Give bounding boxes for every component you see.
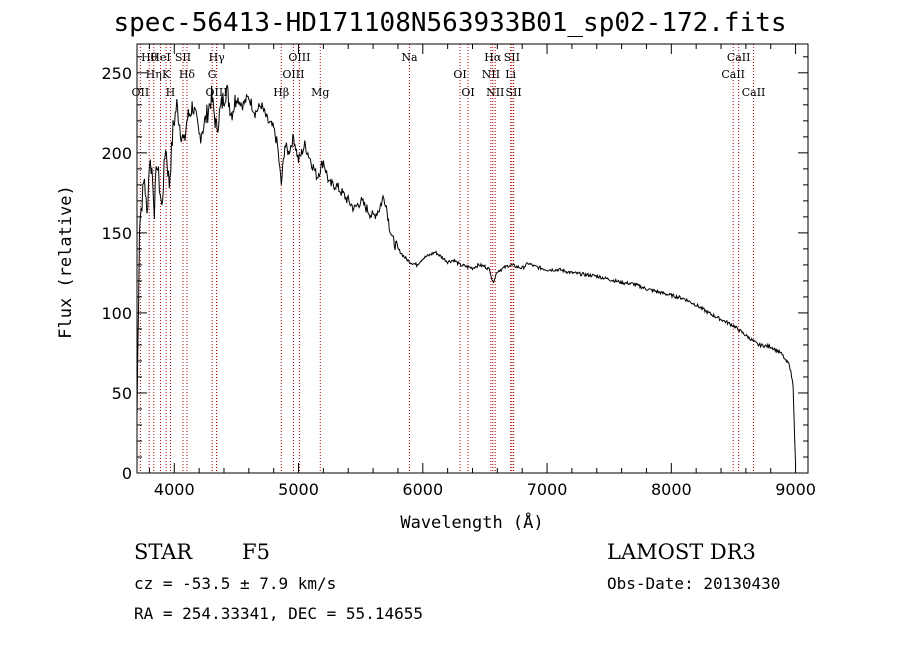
line-marker-label: K	[162, 68, 171, 81]
redshift-text: cz = -53.5 ± 7.9 km/s	[134, 574, 337, 593]
y-axis: 0 50 100 150 200 250	[101, 56, 808, 483]
x-tick-label: 5000	[278, 480, 319, 499]
spectrum-line	[136, 84, 797, 466]
x-axis-label: Wavelength (Å)	[400, 511, 543, 533]
y-tick-label: 50	[112, 384, 132, 403]
line-marker-label: G	[208, 68, 217, 81]
y-tick-label: 0	[122, 464, 132, 483]
line-marker-label: OI	[461, 86, 474, 99]
object-subclass: F5	[242, 540, 270, 564]
y-axis-label: Flux (relative)	[56, 185, 76, 339]
line-marker-label: OIII	[288, 51, 310, 64]
x-tick-label: 9000	[775, 480, 816, 499]
line-marker-label: CaII	[742, 86, 766, 99]
line-marker-label: Hγ	[209, 51, 226, 64]
line-marker-label: Hδ	[179, 68, 196, 81]
line-marker-label: Hθ	[141, 51, 158, 64]
x-tick-label: 8000	[651, 480, 692, 499]
survey-name: LAMOST DR3	[607, 540, 756, 564]
y-tick-label: 100	[101, 304, 132, 323]
chart-title: spec-56413-HD171108N563933B01_sp02-172.f…	[113, 8, 787, 38]
line-marker-label: CaII	[727, 51, 751, 64]
line-marker-labels: Hθ Hη OII HeI KH SII Hδ OIII Hγ G Hβ OIII OIII Mg Na OI…	[131, 51, 765, 99]
series-layer	[136, 84, 797, 466]
object-class: STAR	[134, 540, 193, 564]
line-marker-label: SII	[175, 51, 191, 64]
line-marker-label: Hα	[484, 51, 502, 64]
line-marker-label: HeI	[150, 51, 170, 64]
line-markers	[139, 44, 755, 473]
coordinates: RA = 254.33341, DEC = 55.14655	[134, 604, 423, 623]
y-tick-label: 250	[101, 64, 132, 83]
x-axis: 4000 5000 6000 7000 8000 9000	[148, 44, 816, 499]
line-marker-label: Li	[505, 68, 516, 81]
line-marker-label: NII	[486, 86, 504, 99]
x-tick-label: 7000	[527, 480, 568, 499]
line-marker-label: SII	[506, 86, 522, 99]
line-marker-label: Mg	[311, 86, 329, 99]
line-marker-label: SII	[504, 51, 520, 64]
line-marker-label: OIII	[205, 86, 227, 99]
obs-date: Obs-Date: 20130430	[607, 574, 781, 593]
line-marker-label: Na	[401, 51, 418, 64]
y-tick-label: 200	[101, 144, 132, 163]
plot-frame	[136, 43, 809, 474]
line-marker-label: OIII	[282, 68, 304, 81]
line-marker-label: OII	[131, 86, 149, 99]
line-marker-label: Hη	[146, 68, 162, 81]
line-marker-label: H	[166, 86, 176, 99]
x-tick-label: 6000	[402, 480, 443, 499]
line-marker-label: CaII	[721, 68, 745, 81]
line-marker-label: NII	[482, 68, 500, 81]
x-tick-label: 4000	[154, 480, 195, 499]
y-tick-label: 150	[101, 224, 132, 243]
line-marker-label: OI	[453, 68, 466, 81]
line-marker-label: Hβ	[273, 86, 289, 99]
